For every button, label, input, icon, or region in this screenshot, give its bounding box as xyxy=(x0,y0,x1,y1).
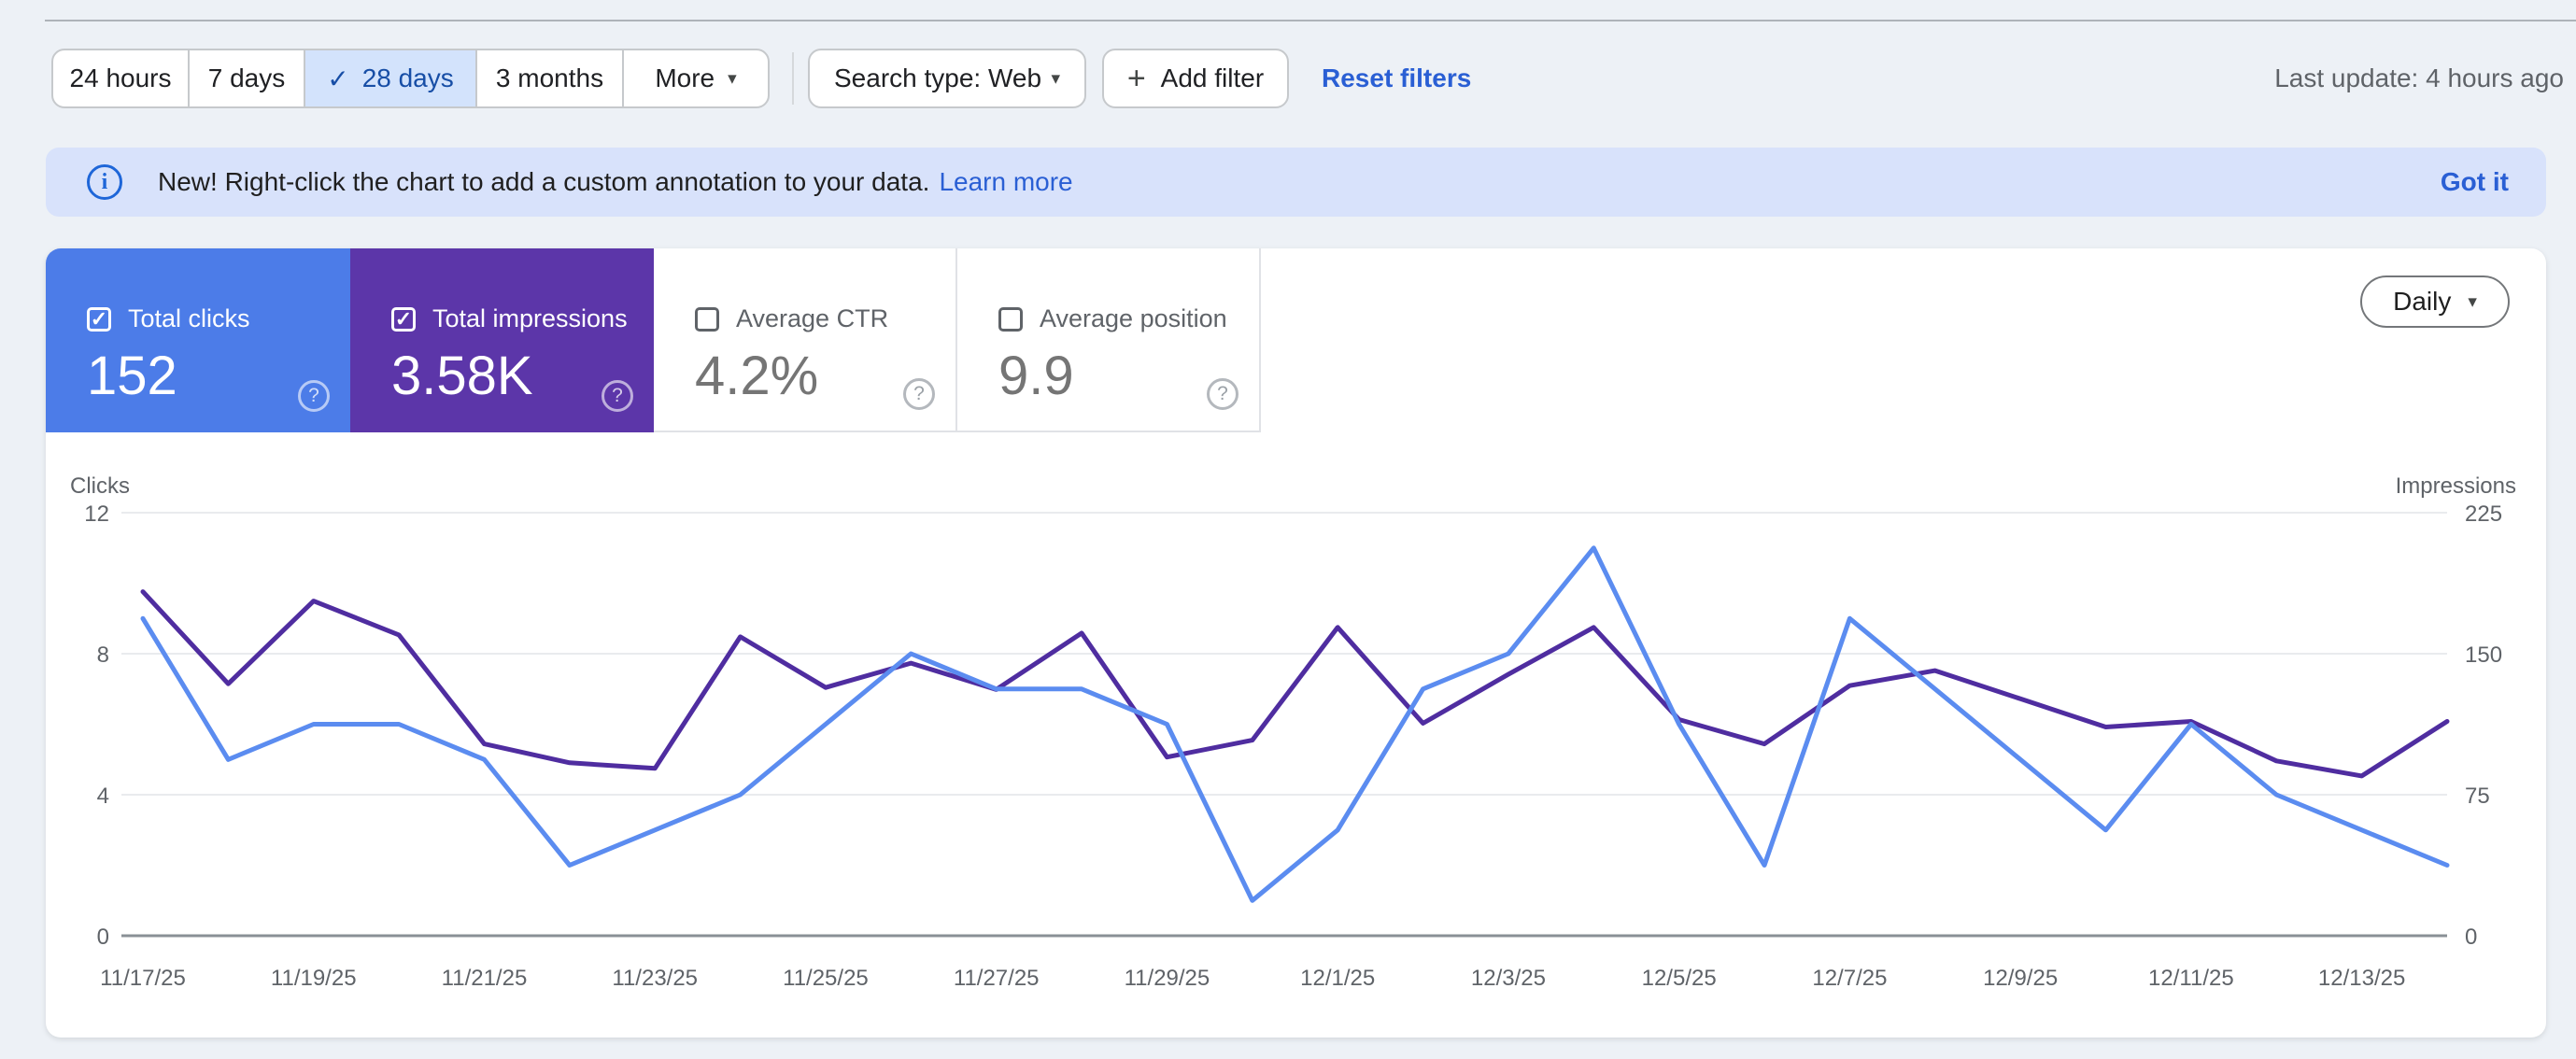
header-divider xyxy=(45,20,2576,21)
range-chip-label: 24 hours xyxy=(69,64,172,92)
x-axis-date-label: 11/25/25 xyxy=(783,966,869,991)
check-icon: ✓ xyxy=(327,64,349,93)
range-chip-label: 7 days xyxy=(207,64,286,92)
metric-tile-average-ctr[interactable]: Average CTR 4.2% ? xyxy=(654,248,957,432)
annotation-banner: i New! Right-click the chart to add a cu… xyxy=(46,148,2546,217)
left-axis-tick: 12 xyxy=(84,501,109,527)
search-type-label: Search type: Web xyxy=(834,64,1042,92)
metric-value: 3.58K xyxy=(391,346,533,406)
metric-tiles: ✓ Total clicks 152 ? ✓ Total impressions… xyxy=(46,248,1261,432)
reset-filters-link[interactable]: Reset filters xyxy=(1322,49,1471,108)
range-chip-7-days[interactable]: 7 days xyxy=(188,50,304,106)
reset-filters-label: Reset filters xyxy=(1322,64,1472,92)
last-update-text: Last update: 4 hours ago xyxy=(2274,64,2564,92)
help-icon[interactable]: ? xyxy=(1207,378,1238,410)
metric-value: 4.2% xyxy=(695,346,819,406)
toolbar-divider xyxy=(792,52,794,105)
search-type-dropdown[interactable]: Search type: Web ▾ xyxy=(808,49,1086,108)
granularity-label: Daily xyxy=(2393,287,2452,316)
range-chip-24-hours[interactable]: 24 hours xyxy=(53,50,188,106)
chevron-down-icon: ▾ xyxy=(1051,68,1060,89)
got-it-button[interactable]: Got it xyxy=(2440,167,2509,196)
help-icon[interactable]: ? xyxy=(602,380,633,412)
left-axis-tick: 8 xyxy=(97,642,109,668)
x-axis-date-label: 12/11/25 xyxy=(2148,966,2234,991)
metric-label: Average CTR xyxy=(736,304,889,332)
range-chip-3-months[interactable]: 3 months xyxy=(475,50,622,106)
add-filter-label: Add filter xyxy=(1160,64,1265,92)
metric-label: Total clicks xyxy=(128,304,250,332)
x-axis-date-label: 12/7/25 xyxy=(1812,966,1887,991)
x-axis-date-label: 12/5/25 xyxy=(1642,966,1717,991)
range-chip-28-days[interactable]: ✓ 28 days xyxy=(304,50,475,106)
performance-card: ✓ Total clicks 152 ? ✓ Total impressions… xyxy=(46,248,2546,1038)
info-icon: i xyxy=(87,164,122,200)
checkbox-checked-icon[interactable]: ✓ xyxy=(391,306,416,332)
right-axis-tick: 75 xyxy=(2465,784,2490,809)
metric-value: 152 xyxy=(87,346,177,406)
clicks-line[interactable] xyxy=(140,545,2450,903)
x-axis-date-label: 12/1/25 xyxy=(1300,966,1375,991)
metric-tile-total-clicks[interactable]: ✓ Total clicks 152 ? xyxy=(46,248,350,432)
add-filter-button[interactable]: + Add filter xyxy=(1102,49,1289,108)
x-axis-date-label: 11/19/25 xyxy=(271,966,357,991)
range-chip-label: 3 months xyxy=(495,64,604,92)
x-axis-date-label: 11/21/25 xyxy=(442,966,528,991)
granularity-dropdown[interactable]: Daily ▾ xyxy=(2360,275,2510,328)
metric-label: Total impressions xyxy=(432,304,628,332)
x-axis-date-label: 11/23/25 xyxy=(612,966,698,991)
checkbox-unchecked-icon[interactable] xyxy=(695,306,719,332)
help-icon[interactable]: ? xyxy=(903,378,935,410)
range-chip-more[interactable]: More ▾ xyxy=(622,50,768,106)
right-axis-title: Impressions xyxy=(2396,473,2516,499)
impressions-line[interactable] xyxy=(140,589,2450,779)
checkbox-checked-icon[interactable]: ✓ xyxy=(87,306,111,332)
performance-chart[interactable]: Clicks Impressions 0 4 8 12 0 75 150 225 11/17/25 1… xyxy=(46,473,2546,1033)
chart-canvas[interactable]: Clicks Impressions 0 4 8 12 0 75 150 225 11/17/25 1… xyxy=(46,473,2546,1033)
left-axis-title: Clicks xyxy=(70,473,130,499)
metric-tile-total-impressions[interactable]: ✓ Total impressions 3.58K ? xyxy=(350,248,654,432)
banner-message: New! Right-click the chart to add a cust… xyxy=(158,167,930,196)
chevron-down-icon: ▾ xyxy=(728,68,737,89)
right-axis-tick: 225 xyxy=(2465,501,2502,527)
x-axis-date-label: 12/9/25 xyxy=(1983,966,2058,991)
learn-more-link[interactable]: Learn more xyxy=(939,167,1073,196)
metric-label: Average position xyxy=(1040,304,1227,332)
range-chip-label: More xyxy=(655,64,715,92)
metric-value: 9.9 xyxy=(998,346,1074,406)
x-axis-date-label: 12/3/25 xyxy=(1471,966,1546,991)
x-axis-date-label: 11/17/25 xyxy=(100,966,186,991)
metric-tile-average-position[interactable]: Average position 9.9 ? xyxy=(957,248,1261,432)
checkbox-unchecked-icon[interactable] xyxy=(998,306,1023,332)
range-chip-label: 28 days xyxy=(361,64,454,92)
right-axis-tick: 0 xyxy=(2465,925,2477,950)
x-axis-date-label: 11/27/25 xyxy=(954,966,1040,991)
left-axis-tick: 0 xyxy=(97,925,109,950)
chevron-down-icon: ▾ xyxy=(2468,291,2477,312)
x-axis-date-label: 12/13/25 xyxy=(2318,966,2405,991)
x-axis-date-label: 11/29/25 xyxy=(1125,966,1210,991)
left-axis-tick: 4 xyxy=(97,784,109,809)
date-range-group: 24 hours 7 days ✓ 28 days 3 months More … xyxy=(51,49,770,108)
right-axis-tick: 150 xyxy=(2465,642,2502,668)
plus-icon: + xyxy=(1126,60,1146,96)
help-icon[interactable]: ? xyxy=(298,380,330,412)
